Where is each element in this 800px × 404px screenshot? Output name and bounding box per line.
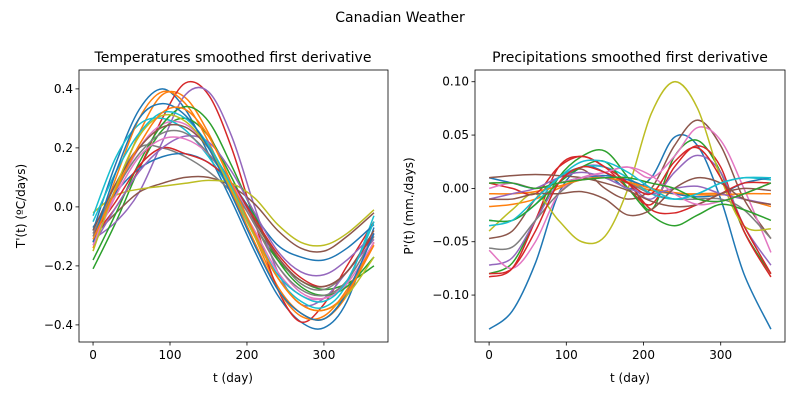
- chart-title: Temperatures smoothed first derivative: [94, 50, 372, 66]
- chart-title: Precipitations smoothed first derivative: [492, 50, 768, 66]
- series-line-9: [92, 117, 375, 309]
- y-tick-label: 0.05: [442, 128, 469, 142]
- x-tick-label: 200: [632, 348, 655, 362]
- axes-frame: [474, 69, 786, 343]
- series-group: [488, 80, 772, 330]
- series-line-0: [92, 88, 375, 330]
- y-tick-label: 0.0: [54, 200, 73, 214]
- x-axis-label: t (day): [610, 371, 650, 385]
- series-group: [92, 80, 375, 330]
- x-tick-label: 300: [709, 348, 732, 362]
- y-tick-label: 0.4: [54, 82, 73, 96]
- figure-title: Canadian Weather: [335, 10, 465, 26]
- x-tick-label: 0: [89, 348, 97, 362]
- temperature-derivative-chart: Temperatures smoothed first derivative t…: [14, 50, 389, 385]
- series-line-11: [489, 176, 771, 196]
- x-tick-label: 200: [236, 348, 259, 362]
- y-axis-label: T'(t) (ºC/days): [14, 164, 28, 249]
- series-line-19: [489, 176, 772, 203]
- series-line-19: [92, 110, 375, 303]
- series-line-20: [92, 102, 375, 321]
- series-line-16: [92, 136, 375, 300]
- series-line-20: [488, 159, 771, 227]
- y-tick-label: 0.2: [54, 141, 73, 155]
- y-axis-label: P'(t) (mm./days): [402, 157, 416, 254]
- series-line-15: [489, 173, 771, 208]
- precipitation-derivative-chart: Precipitations smoothed first derivative…: [402, 50, 786, 385]
- y-tick-label: −0.2: [44, 259, 73, 273]
- series-line-7: [92, 144, 375, 291]
- series-line-18: [488, 146, 772, 275]
- series-line-14: [92, 135, 375, 277]
- x-axis-label: t (day): [213, 371, 253, 385]
- y-tick-label: −0.10: [432, 288, 469, 302]
- axes-frame: [78, 69, 389, 343]
- x-tick-label: 300: [312, 348, 335, 362]
- series-line-18: [92, 113, 375, 312]
- x-tick-label: 0: [485, 348, 493, 362]
- y-tick-label: 0.00: [442, 181, 469, 195]
- x-tick-label: 100: [159, 348, 182, 362]
- series-line-3: [488, 144, 772, 278]
- y-tick-label: 0.10: [442, 75, 469, 89]
- y-tick-label: −0.4: [44, 318, 73, 332]
- series-line-6: [92, 120, 375, 301]
- series-line-21: [92, 106, 375, 312]
- x-tick-label: 100: [555, 348, 578, 362]
- y-tick-label: −0.05: [432, 235, 469, 249]
